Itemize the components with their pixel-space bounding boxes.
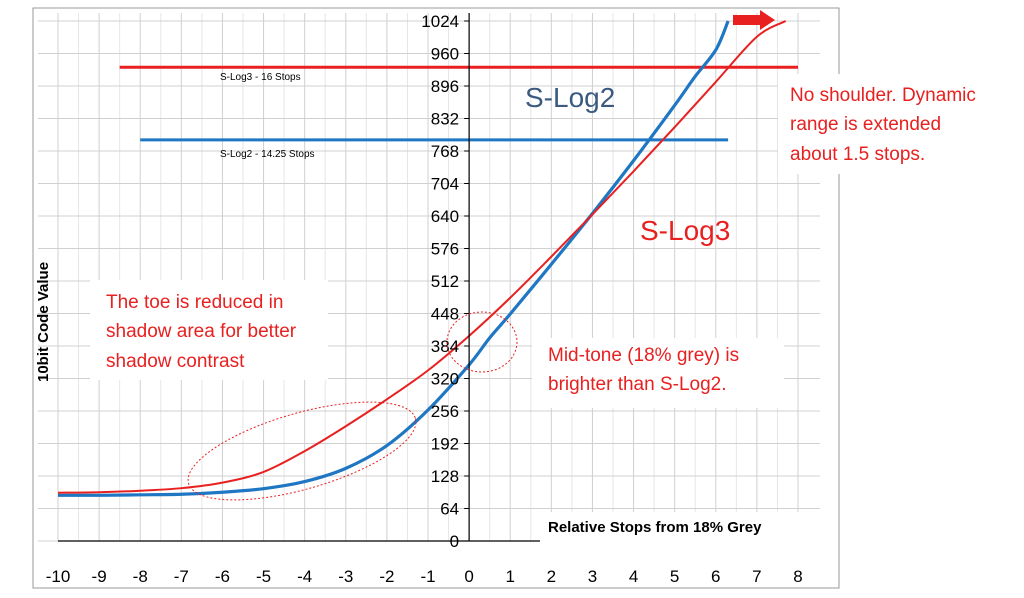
series-line-slog2 bbox=[57, 20, 730, 497]
x-axis-label: Relative Stops from 18% Grey bbox=[548, 519, 762, 536]
x-tick-label: 6 bbox=[711, 567, 720, 586]
y-axis-label: 10bit Code Value bbox=[35, 262, 52, 382]
annotation-midtone: Mid-tone (18% grey) is brighter than S-L… bbox=[548, 345, 744, 395]
y-tick-label: 64 bbox=[440, 500, 459, 519]
y-tick-label: 576 bbox=[431, 240, 459, 259]
x-tick-label: 1 bbox=[505, 567, 514, 586]
ref-label-slog2: S-Log2 - 14.25 Stops bbox=[220, 149, 315, 160]
y-tick-label: 448 bbox=[431, 305, 459, 324]
annotation-slog3: S-Log3 bbox=[640, 215, 730, 246]
no-shoulder-line-3: about 1.5 stops. bbox=[790, 144, 925, 165]
x-tick-label: -4 bbox=[297, 567, 312, 586]
y-tick-label: 128 bbox=[431, 467, 459, 486]
annotation-toe: The toe is reduced in shadow area for be… bbox=[106, 292, 301, 372]
toe-line-1: The toe is reduced in bbox=[106, 292, 283, 313]
x-tick-label: -2 bbox=[379, 567, 394, 586]
y-tick-label: 320 bbox=[431, 370, 459, 389]
annotation-slog2: S-Log2 bbox=[525, 82, 615, 113]
y-tick-label: 256 bbox=[431, 402, 459, 421]
y-tick-label: 512 bbox=[431, 272, 459, 291]
toe-line-3: shadow contrast bbox=[106, 351, 245, 372]
y-tick-label: 192 bbox=[431, 435, 459, 454]
series-line-slog3 bbox=[57, 20, 787, 494]
x-tick-label: -3 bbox=[338, 567, 353, 586]
no-shoulder-box bbox=[778, 74, 1020, 174]
x-tick-label: -10 bbox=[46, 567, 71, 586]
x-tick-label: -8 bbox=[133, 567, 148, 586]
y-tick-labels: 0 64 128 192 256 320 384 448 512 576 640 704 768 832 8… bbox=[421, 12, 459, 551]
y-tick-label: 960 bbox=[431, 45, 459, 64]
no-shoulder-line-1: No shoulder. Dynamic bbox=[790, 85, 976, 106]
arrow-right-icon bbox=[733, 10, 775, 30]
x-tick-label: -5 bbox=[256, 567, 271, 586]
x-tick-label: 4 bbox=[629, 567, 638, 586]
midtone-line-1: Mid-tone (18% grey) is bbox=[548, 345, 739, 366]
y-tick-label: 832 bbox=[431, 110, 459, 129]
series-group bbox=[57, 20, 787, 497]
x-tick-label: 5 bbox=[670, 567, 679, 586]
y-tick-label: 0 bbox=[450, 532, 459, 551]
y-tick-label: 1024 bbox=[421, 12, 459, 31]
x-tick-label: -6 bbox=[215, 567, 230, 586]
x-tick-label: -7 bbox=[174, 567, 189, 586]
toe-ellipse bbox=[187, 401, 417, 501]
plot-frame bbox=[32, 7, 840, 589]
midtone-line-2: brighter than S-Log2. bbox=[548, 374, 727, 395]
y-tick-label: 768 bbox=[431, 142, 459, 161]
x-tick-label: 7 bbox=[752, 567, 761, 586]
y-tick-label: 704 bbox=[431, 175, 459, 194]
x-tick-label: 2 bbox=[547, 567, 556, 586]
x-tick-label: 0 bbox=[464, 567, 473, 586]
no-shoulder-line-2: range is extended bbox=[790, 114, 941, 135]
toe-line-2: shadow area for better bbox=[106, 321, 297, 342]
annotation-no-shoulder: No shoulder. Dynamic range is extended a… bbox=[790, 85, 981, 165]
y-tick-label: 640 bbox=[431, 207, 459, 226]
y-tick-label: 384 bbox=[431, 337, 459, 356]
y-tick-label: 896 bbox=[431, 77, 459, 96]
x-tick-label: 3 bbox=[588, 567, 597, 586]
midtone-ellipse bbox=[446, 311, 518, 373]
x-tick-label: -9 bbox=[92, 567, 107, 586]
toe-box bbox=[90, 280, 328, 380]
x-tick-label: 8 bbox=[793, 567, 802, 586]
grid bbox=[38, 13, 820, 542]
xlabel-box bbox=[540, 512, 822, 542]
reference-lines bbox=[119, 65, 798, 142]
ref-label-slog3: S-Log3 - 16 Stops bbox=[220, 72, 301, 83]
x-tick-labels: -10 -9 -8 -7 -6 -5 -4 -3 -2 -1 0 1 2 3 4 5 6 7 8 bbox=[46, 567, 803, 586]
midtone-box bbox=[532, 338, 784, 408]
x-tick-label: -1 bbox=[420, 567, 435, 586]
